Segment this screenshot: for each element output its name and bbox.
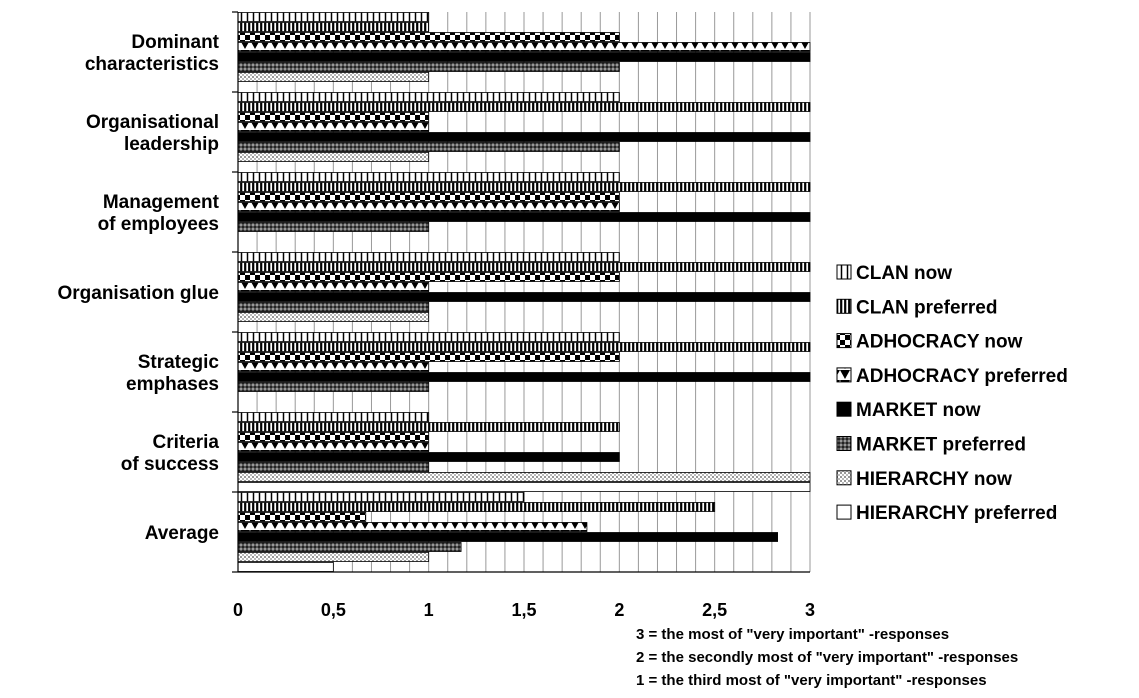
legend-label: MARKET now (856, 400, 981, 421)
bar-market-now (237, 132, 811, 142)
bar-clan-preferred (237, 102, 811, 112)
bar-adhocracy-preferred (237, 282, 430, 292)
category-label: of success (121, 454, 219, 475)
axes (232, 11, 810, 573)
bar-clan-preferred (237, 422, 620, 432)
x-tick-label: 1,5 (511, 600, 536, 620)
legend-swatch (836, 333, 852, 349)
bar-market-now (237, 52, 811, 62)
category-label: emphases (126, 374, 219, 395)
bar-clan-preferred (237, 22, 430, 32)
legend-label: ADHOCRACY preferred (856, 366, 1068, 387)
category-label: Organisation glue (57, 283, 219, 304)
legend-swatch (836, 470, 852, 486)
x-tick-label: 2,5 (702, 600, 727, 620)
bar-market-preferred (237, 62, 620, 72)
bar-adhocracy-preferred (237, 522, 588, 532)
bar-hierarchy-preferred (237, 482, 811, 492)
bar-market-preferred (237, 142, 620, 152)
x-tick-label: 0 (233, 600, 243, 620)
bar-market-now (237, 372, 811, 382)
bar-adhocracy-preferred (237, 362, 430, 372)
category-label: Criteria (152, 432, 219, 453)
bar-adhocracy-now (237, 112, 430, 122)
bars (237, 12, 811, 572)
category-label: Management (103, 192, 220, 213)
legend-swatch (836, 504, 852, 520)
category-label: Strategic (138, 352, 220, 373)
bar-clan-preferred (237, 182, 811, 192)
bar-market-preferred (237, 382, 430, 392)
legend-swatch (836, 401, 852, 417)
bar-clan-now (237, 252, 620, 262)
bar-adhocracy-preferred (237, 122, 430, 132)
bar-market-preferred (237, 222, 430, 232)
legend-swatch (836, 436, 852, 451)
bar-market-preferred (237, 462, 430, 472)
x-axis-ticks: 0 0,5 1 1,5 2 2,5 3 (233, 600, 815, 620)
legend-label: HIERARCHY now (856, 469, 1012, 490)
legend-label: CLAN now (856, 263, 952, 284)
category-label: of employees (98, 214, 219, 235)
x-tick-label: 0,5 (321, 600, 346, 620)
bar-market-now (237, 532, 778, 542)
category-label: Average (145, 523, 219, 544)
bar-hierarchy-now (237, 152, 430, 162)
bar-hierarchy-now (237, 472, 811, 482)
bar-market-now (237, 292, 811, 302)
bar-adhocracy-now (237, 432, 430, 442)
bar-adhocracy-now (237, 352, 620, 362)
bar-clan-preferred (237, 502, 716, 512)
bar-clan-now (237, 412, 430, 422)
bar-hierarchy-now (237, 312, 430, 322)
bar-market-preferred (237, 542, 462, 552)
bar-clan-now (237, 92, 620, 102)
category-label: Dominant (131, 32, 219, 53)
scale-note: 1 = the third most of "very important" -… (636, 672, 987, 689)
bar-hierarchy-preferred (237, 562, 334, 572)
scale-note: 3 = the most of "very important" -respon… (636, 626, 949, 643)
legend-label: HIERARCHY preferred (856, 503, 1057, 524)
bar-adhocracy-now (237, 32, 620, 42)
bar-clan-now (237, 12, 430, 22)
x-tick-label: 2 (614, 600, 624, 620)
category-label: characteristics (85, 54, 219, 75)
category-label: Organisational (86, 112, 219, 133)
legend: CLAN now CLAN preferred ADHOCRACY now ADHOC… (836, 263, 1068, 524)
bar-market-now (237, 452, 620, 462)
bar-clan-now (237, 172, 620, 182)
bar-hierarchy-now (237, 552, 430, 562)
bar-clan-now (237, 332, 620, 342)
bar-market-preferred (237, 302, 430, 312)
x-tick-label: 3 (805, 600, 815, 620)
bar-adhocracy-preferred (237, 202, 620, 212)
category-label: leadership (124, 134, 219, 155)
bar-clan-preferred (237, 262, 811, 272)
bar-adhocracy-preferred (237, 442, 430, 452)
bar-adhocracy-now (237, 192, 620, 202)
legend-swatch (836, 367, 852, 383)
bar-clan-preferred (237, 342, 811, 352)
bar-adhocracy-now (237, 272, 620, 282)
scale-note: 2 = the secondly most of "very important… (636, 649, 1018, 666)
bar-market-now (237, 212, 811, 222)
legend-swatch (836, 298, 852, 314)
legend-label: ADHOCRACY now (856, 332, 1023, 353)
bar-adhocracy-preferred (237, 42, 811, 52)
bar-hierarchy-now (237, 72, 430, 82)
legend-swatch (836, 264, 852, 280)
legend-label: MARKET preferred (856, 435, 1026, 456)
legend-label: CLAN preferred (856, 297, 997, 318)
bar-adhocracy-now (237, 512, 367, 522)
scale-notes: 3 = the most of "very important" -respon… (636, 626, 1018, 689)
x-tick-label: 1 (424, 600, 434, 620)
bar-clan-now (237, 492, 525, 502)
